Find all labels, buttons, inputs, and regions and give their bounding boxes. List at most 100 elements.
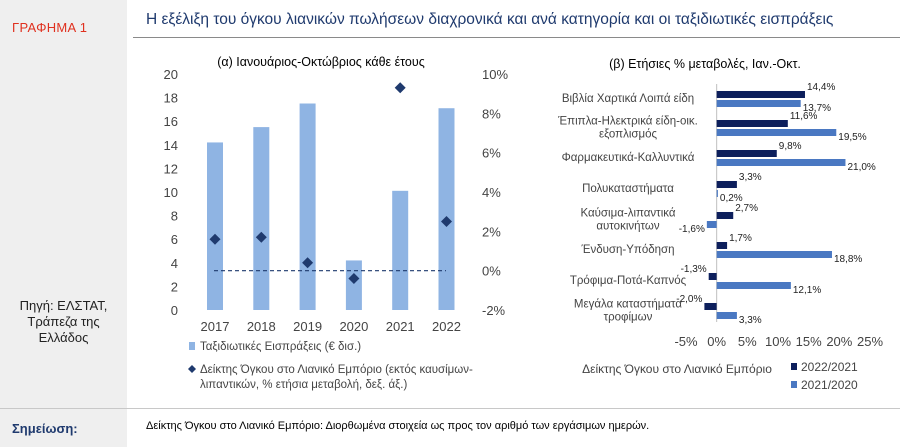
- source-line: Πηγή: ΕΛΣΤΑΤ,: [19, 298, 108, 313]
- source-line: Ελλάδος: [38, 330, 89, 345]
- legend-label-retail: Δείκτης Όγκου στο Λιανικό Εμπόριο (εκτός…: [200, 364, 473, 376]
- legend-label-receipts: Ταξιδιωτικές Εισπράξεις (€ δισ.): [200, 341, 361, 353]
- x-tick: -5%: [674, 334, 698, 349]
- source-line: Τράπεζα της: [27, 314, 100, 329]
- panel-gap: [127, 0, 133, 408]
- chart-b-title: (β) Ετήσιες % μεταβολές, Ιαν.-Οκτ.: [609, 57, 801, 71]
- x-tick: 2018: [247, 319, 276, 334]
- x-tick: 15%: [796, 334, 822, 349]
- legend-label-retail: λιπαντικών, % ετήσια μεταβολή, δεξ. άξ.): [200, 379, 407, 391]
- category-label: Ένδυση-Υπόδηση: [580, 244, 674, 256]
- x-tick: 10%: [765, 334, 791, 349]
- legend-title: Δείκτης Όγκου στο Λιανικό Εμπόριο: [582, 362, 772, 376]
- retail-index-marker: [441, 216, 452, 227]
- category-bar-2021-2020: [716, 129, 837, 136]
- x-tick: 2021: [386, 319, 415, 334]
- x-tick: 2017: [201, 319, 230, 334]
- left-panel: [0, 0, 127, 408]
- chart-a-title: (α) Ιανουάριος-Οκτώβριος κάθε έτους: [217, 55, 425, 69]
- receipts-bar: [392, 190, 409, 310]
- y-left-tick: 10: [164, 185, 178, 200]
- bar-label: 3,3%: [739, 172, 762, 183]
- category-label: Έπιπλα-Ηλεκτρικά είδη-οικ.: [557, 116, 698, 128]
- y-left-tick: 4: [171, 256, 178, 271]
- category-bar-2022-2021: [716, 91, 805, 98]
- x-tick: 5%: [738, 334, 757, 349]
- legend-swatch-retail: [188, 365, 196, 373]
- bar-label: 2,7%: [735, 203, 758, 214]
- category-bar-2022-2021: [716, 150, 777, 157]
- category-label: Καύσιμα-λιπαντικά: [580, 208, 675, 220]
- legend-swatch-receipts: [189, 342, 195, 350]
- x-tick: 0%: [707, 334, 726, 349]
- x-tick: 20%: [826, 334, 852, 349]
- x-tick: 2019: [293, 319, 322, 334]
- y-left-tick: 6: [171, 232, 178, 247]
- category-bar-2022-2021: [704, 303, 717, 310]
- category-label: Φαρμακευτικά-Καλλυντικά: [562, 152, 695, 164]
- x-tick: 25%: [857, 334, 883, 349]
- legend-label-2022: 2022/2021: [801, 360, 858, 374]
- receipts-bar: [207, 142, 223, 310]
- y-right-tick: 0%: [482, 264, 501, 279]
- legend-swatch-2022: [791, 363, 797, 370]
- x-tick: 2022: [432, 319, 461, 334]
- bar-label: -1,3%: [681, 264, 707, 275]
- bar-label: 19,5%: [838, 132, 866, 143]
- category-bar-2022-2021: [716, 181, 737, 188]
- y-left-tick: 8: [171, 209, 178, 224]
- category-label: Μεγάλα καταστήματα: [574, 299, 683, 311]
- bar-label: 11,6%: [790, 111, 818, 122]
- title-bar: [133, 0, 900, 38]
- receipts-bar: [438, 108, 455, 310]
- category-bar-2021-2020: [716, 190, 718, 197]
- note-rule: [0, 408, 900, 409]
- page-title: Η εξέλιξη του όγκου λιανικών πωλήσεων δι…: [146, 11, 834, 28]
- y-left-tick: 14: [164, 138, 178, 153]
- category-bar-2021-2020: [716, 282, 791, 289]
- bar-label: 14,4%: [807, 82, 835, 93]
- y-right-tick: 10%: [482, 67, 508, 82]
- bar-label: 1,7%: [729, 233, 752, 244]
- category-bar-2022-2021: [716, 120, 788, 127]
- category-bar-2022-2021: [708, 273, 717, 280]
- note-text: Δείκτης Όγκου στο Λιανικό Εμπόριο: Διορθ…: [146, 420, 650, 432]
- retail-index-marker: [255, 231, 267, 243]
- y-right-tick: 6%: [482, 146, 501, 161]
- title-rule: [133, 37, 900, 38]
- retail-index-marker: [302, 257, 314, 269]
- category-label: εξοπλισμός: [599, 129, 658, 141]
- y-right-tick: 2%: [482, 224, 501, 239]
- bar-label: 21,0%: [847, 162, 875, 173]
- category-bar-2022-2021: [716, 242, 728, 249]
- legend-label-2021: 2021/2020: [801, 378, 858, 392]
- source-text: Πηγή: ΕΛΣΤΑΤ, Τράπεζα της Ελλάδος: [0, 298, 127, 346]
- chart-category-changes: (β) Ετήσιες % μεταβολές, Ιαν.-Οκτ. Βιβλία…: [557, 57, 883, 392]
- bar-label: 3,3%: [739, 315, 762, 326]
- category-bar-2021-2020: [716, 312, 737, 319]
- bar-label: 13,7%: [803, 103, 831, 114]
- y-right-tick: 8%: [482, 106, 501, 121]
- retail-index-marker: [394, 82, 406, 94]
- category-label: Πολυκαταστήματα: [582, 183, 674, 195]
- category-bar-2021-2020: [716, 100, 801, 107]
- x-tick: 2020: [339, 319, 368, 334]
- bar-label: 18,8%: [834, 254, 862, 265]
- bar-label: -2,0%: [676, 294, 702, 305]
- chart-travel-receipts: (α) Ιανουάριος-Οκτώβριος κάθε έτους 0 2 4 6 8…: [164, 55, 509, 391]
- category-bar-2021-2020: [716, 251, 832, 258]
- category-label: τροφίμων: [604, 312, 653, 324]
- receipts-bar: [345, 260, 362, 310]
- y-right-tick: -2%: [482, 303, 506, 318]
- category-bar-2022-2021: [716, 212, 734, 219]
- category-bar-2021-2020: [706, 221, 717, 228]
- graph-label: ΓΡΑΦΗΜΑ 1: [12, 20, 88, 35]
- note-label: Σημείωση:: [12, 421, 78, 436]
- y-left-tick: 16: [164, 114, 178, 129]
- y-left-tick: 12: [164, 161, 178, 176]
- category-label: Τρόφιμα-Ποτά-Καπνός: [570, 275, 687, 287]
- category-label: αυτοκινήτων: [596, 221, 660, 233]
- category-bar-2021-2020: [716, 159, 846, 166]
- category-label: Βιβλία Χαρτικά Λοιπά είδη: [562, 93, 694, 105]
- bar-label: 12,1%: [793, 285, 821, 296]
